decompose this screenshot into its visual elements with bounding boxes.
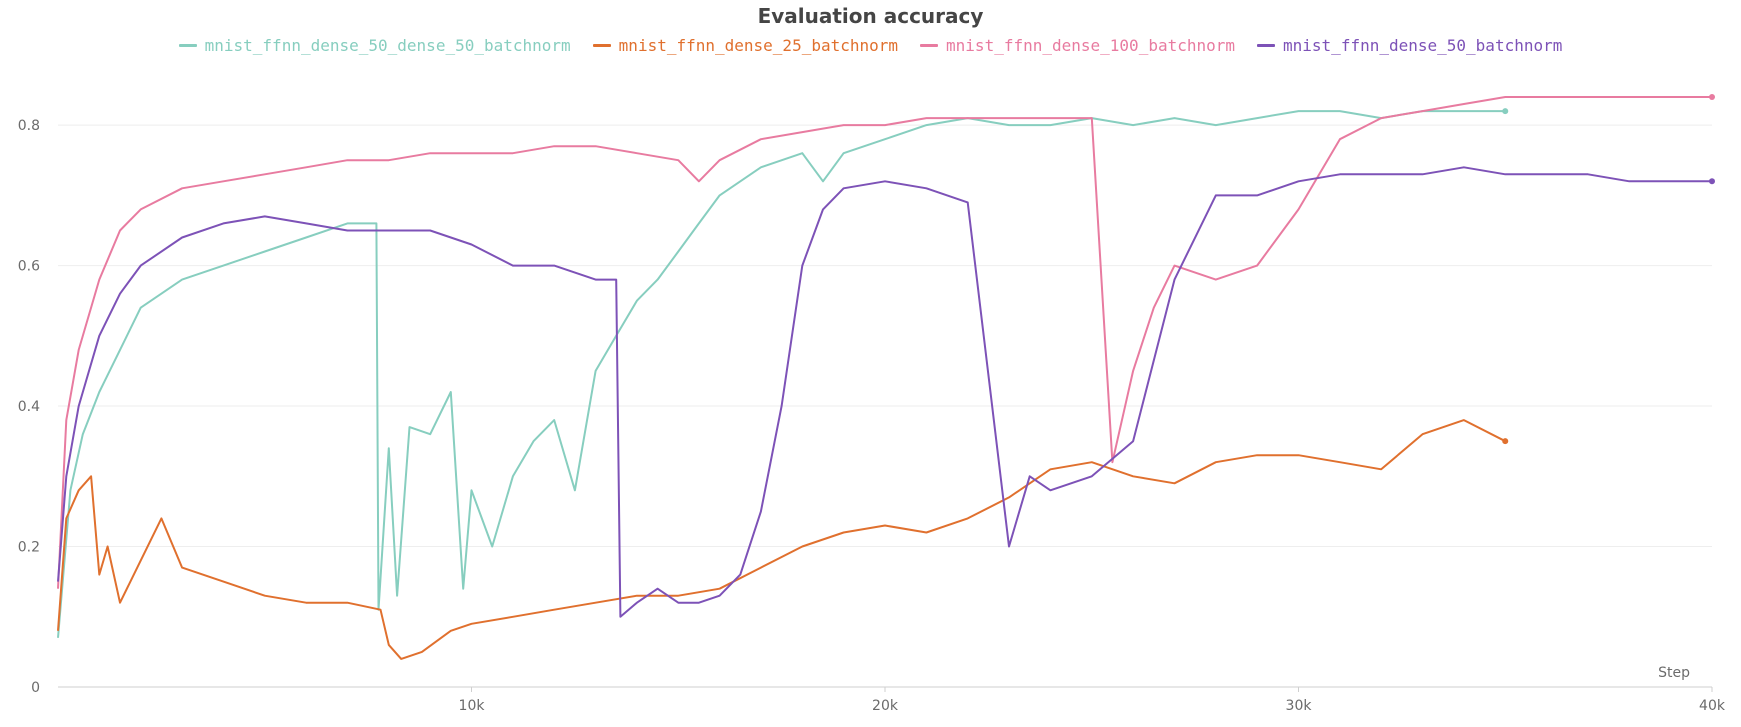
legend-label: mnist_ffnn_dense_50_dense_50_batchnorm bbox=[204, 36, 571, 55]
y-tick-label: 0.4 bbox=[18, 399, 40, 415]
series-line[interactable] bbox=[57, 166, 1712, 618]
series-line[interactable] bbox=[57, 110, 1506, 638]
legend-item[interactable]: mnist_ffnn_dense_50_batchnorm bbox=[1257, 36, 1562, 55]
grid bbox=[58, 124, 1712, 548]
series-line[interactable] bbox=[57, 419, 1506, 660]
legend-swatch bbox=[1257, 44, 1276, 47]
x-tick-label: 20k bbox=[872, 698, 899, 714]
legend-item[interactable]: mnist_ffnn_dense_100_batchnorm bbox=[920, 36, 1235, 55]
x-axis-label: Step bbox=[1658, 665, 1690, 681]
legend-label: mnist_ffnn_dense_100_batchnorm bbox=[946, 36, 1236, 55]
series-line[interactable] bbox=[57, 96, 1712, 589]
legend-label: mnist_ffnn_dense_25_batchnorm bbox=[618, 36, 899, 55]
series-end-point bbox=[1709, 94, 1715, 101]
series-end-point bbox=[1502, 438, 1509, 445]
x-tick-label: 10k bbox=[459, 698, 486, 714]
series-group bbox=[57, 94, 1715, 660]
legend-swatch bbox=[178, 44, 197, 47]
legend: mnist_ffnn_dense_50_dense_50_batchnorm m… bbox=[0, 36, 1741, 55]
series-end-point bbox=[1709, 178, 1715, 185]
legend-item[interactable]: mnist_ffnn_dense_25_batchnorm bbox=[592, 36, 899, 55]
legend-label: mnist_ffnn_dense_50_batchnorm bbox=[1283, 36, 1563, 55]
legend-item[interactable]: mnist_ffnn_dense_50_dense_50_batchnorm bbox=[178, 36, 571, 55]
y-tick-label: 0.6 bbox=[18, 259, 40, 275]
x-tick-label: 40k bbox=[1699, 698, 1726, 714]
y-tick-label: 0 bbox=[31, 680, 40, 696]
y-tick-label: 0.2 bbox=[18, 540, 40, 556]
series-end-point bbox=[1502, 108, 1509, 115]
x-tick-label: 30k bbox=[1286, 698, 1313, 714]
ticks: 0 0.2 0.4 0.6 0.8 10k 20k 30k 40k bbox=[18, 118, 1726, 714]
y-tick-label: 0.8 bbox=[18, 118, 40, 134]
chart-title: Evaluation accuracy bbox=[757, 4, 984, 28]
legend-swatch bbox=[592, 44, 611, 47]
legend-swatch bbox=[920, 44, 939, 47]
